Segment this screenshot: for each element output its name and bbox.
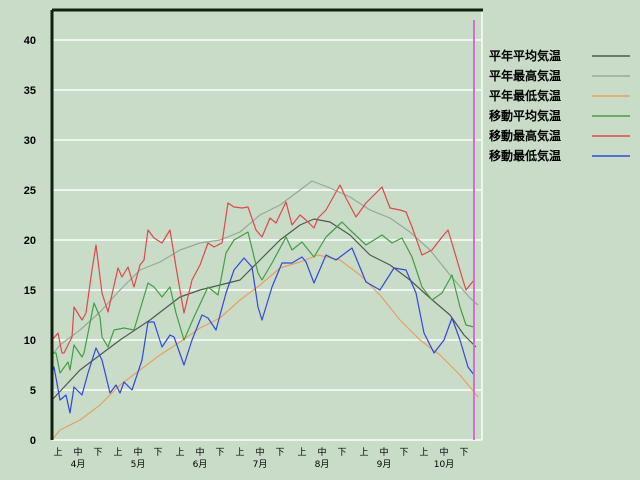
legend-label: 平年最高気温: [489, 68, 561, 83]
y-tick-label: 35: [24, 85, 36, 97]
series-lines: [51, 20, 479, 441]
month-label: 7月: [253, 459, 268, 470]
series-line-5: [51, 247, 475, 414]
y-tick-label: 20: [24, 235, 36, 247]
dekad-label: 上: [235, 447, 244, 458]
dekad-label: 下: [275, 448, 284, 458]
dekad-label: 上: [175, 447, 184, 458]
dekad-label: 上: [297, 447, 306, 458]
series-line-3: [52, 221, 475, 374]
y-tick-label: 30: [24, 135, 36, 147]
x-axis-ticks: 上中下4月上中下5月上中下6月上中下7月上中下8月上中下9月上中下10月: [53, 446, 468, 470]
y-tick-label: 15: [24, 285, 36, 297]
dekad-label: 下: [215, 448, 224, 458]
dekad-label: 下: [459, 448, 468, 458]
y-tick-label: 5: [30, 385, 36, 397]
dekad-label: 下: [399, 448, 408, 458]
series-line-1: [51, 180, 479, 356]
dekad-label: 中: [255, 446, 264, 458]
legend-label: 移動最低気温: [489, 148, 561, 163]
month-label: 4月: [71, 459, 86, 470]
dekad-label: 中: [195, 446, 204, 458]
dekad-label: 上: [359, 447, 368, 458]
month-label: 8月: [315, 459, 330, 470]
y-tick-label: 0: [30, 435, 36, 447]
legend-label: 平年最低気温: [489, 88, 561, 103]
plot-frame: [50, 8, 483, 440]
dekad-label: 中: [317, 446, 326, 458]
dekad-label: 中: [439, 446, 448, 458]
dekad-label: 下: [337, 448, 346, 458]
legend-label: 移動最高気温: [489, 128, 561, 143]
legend-label: 平年平均気温: [489, 48, 561, 63]
y-axis-ticks: 0 5 10 15 20 25 30 35 40: [24, 35, 36, 447]
dekad-label: 中: [73, 446, 82, 458]
series-line-4: [51, 184, 475, 354]
gridlines: [52, 10, 483, 441]
month-label: 6月: [193, 459, 208, 470]
legend-label: 移動平均気温: [489, 108, 561, 123]
dekad-label: 下: [153, 448, 162, 458]
month-label: 10月: [434, 459, 454, 470]
month-label: 9月: [377, 459, 392, 470]
dekad-label: 上: [419, 447, 428, 458]
series-line-2: [51, 254, 479, 441]
dekad-label: 上: [113, 447, 122, 458]
month-label: 5月: [131, 459, 146, 470]
y-tick-label: 10: [24, 335, 36, 347]
y-tick-label: 40: [24, 35, 36, 47]
series-line-0: [51, 218, 477, 401]
y-tick-label: 25: [24, 185, 36, 197]
dekad-label: 中: [133, 446, 142, 458]
dekad-label: 下: [93, 448, 102, 458]
dekad-label: 中: [379, 446, 388, 458]
dekad-label: 上: [53, 447, 62, 458]
